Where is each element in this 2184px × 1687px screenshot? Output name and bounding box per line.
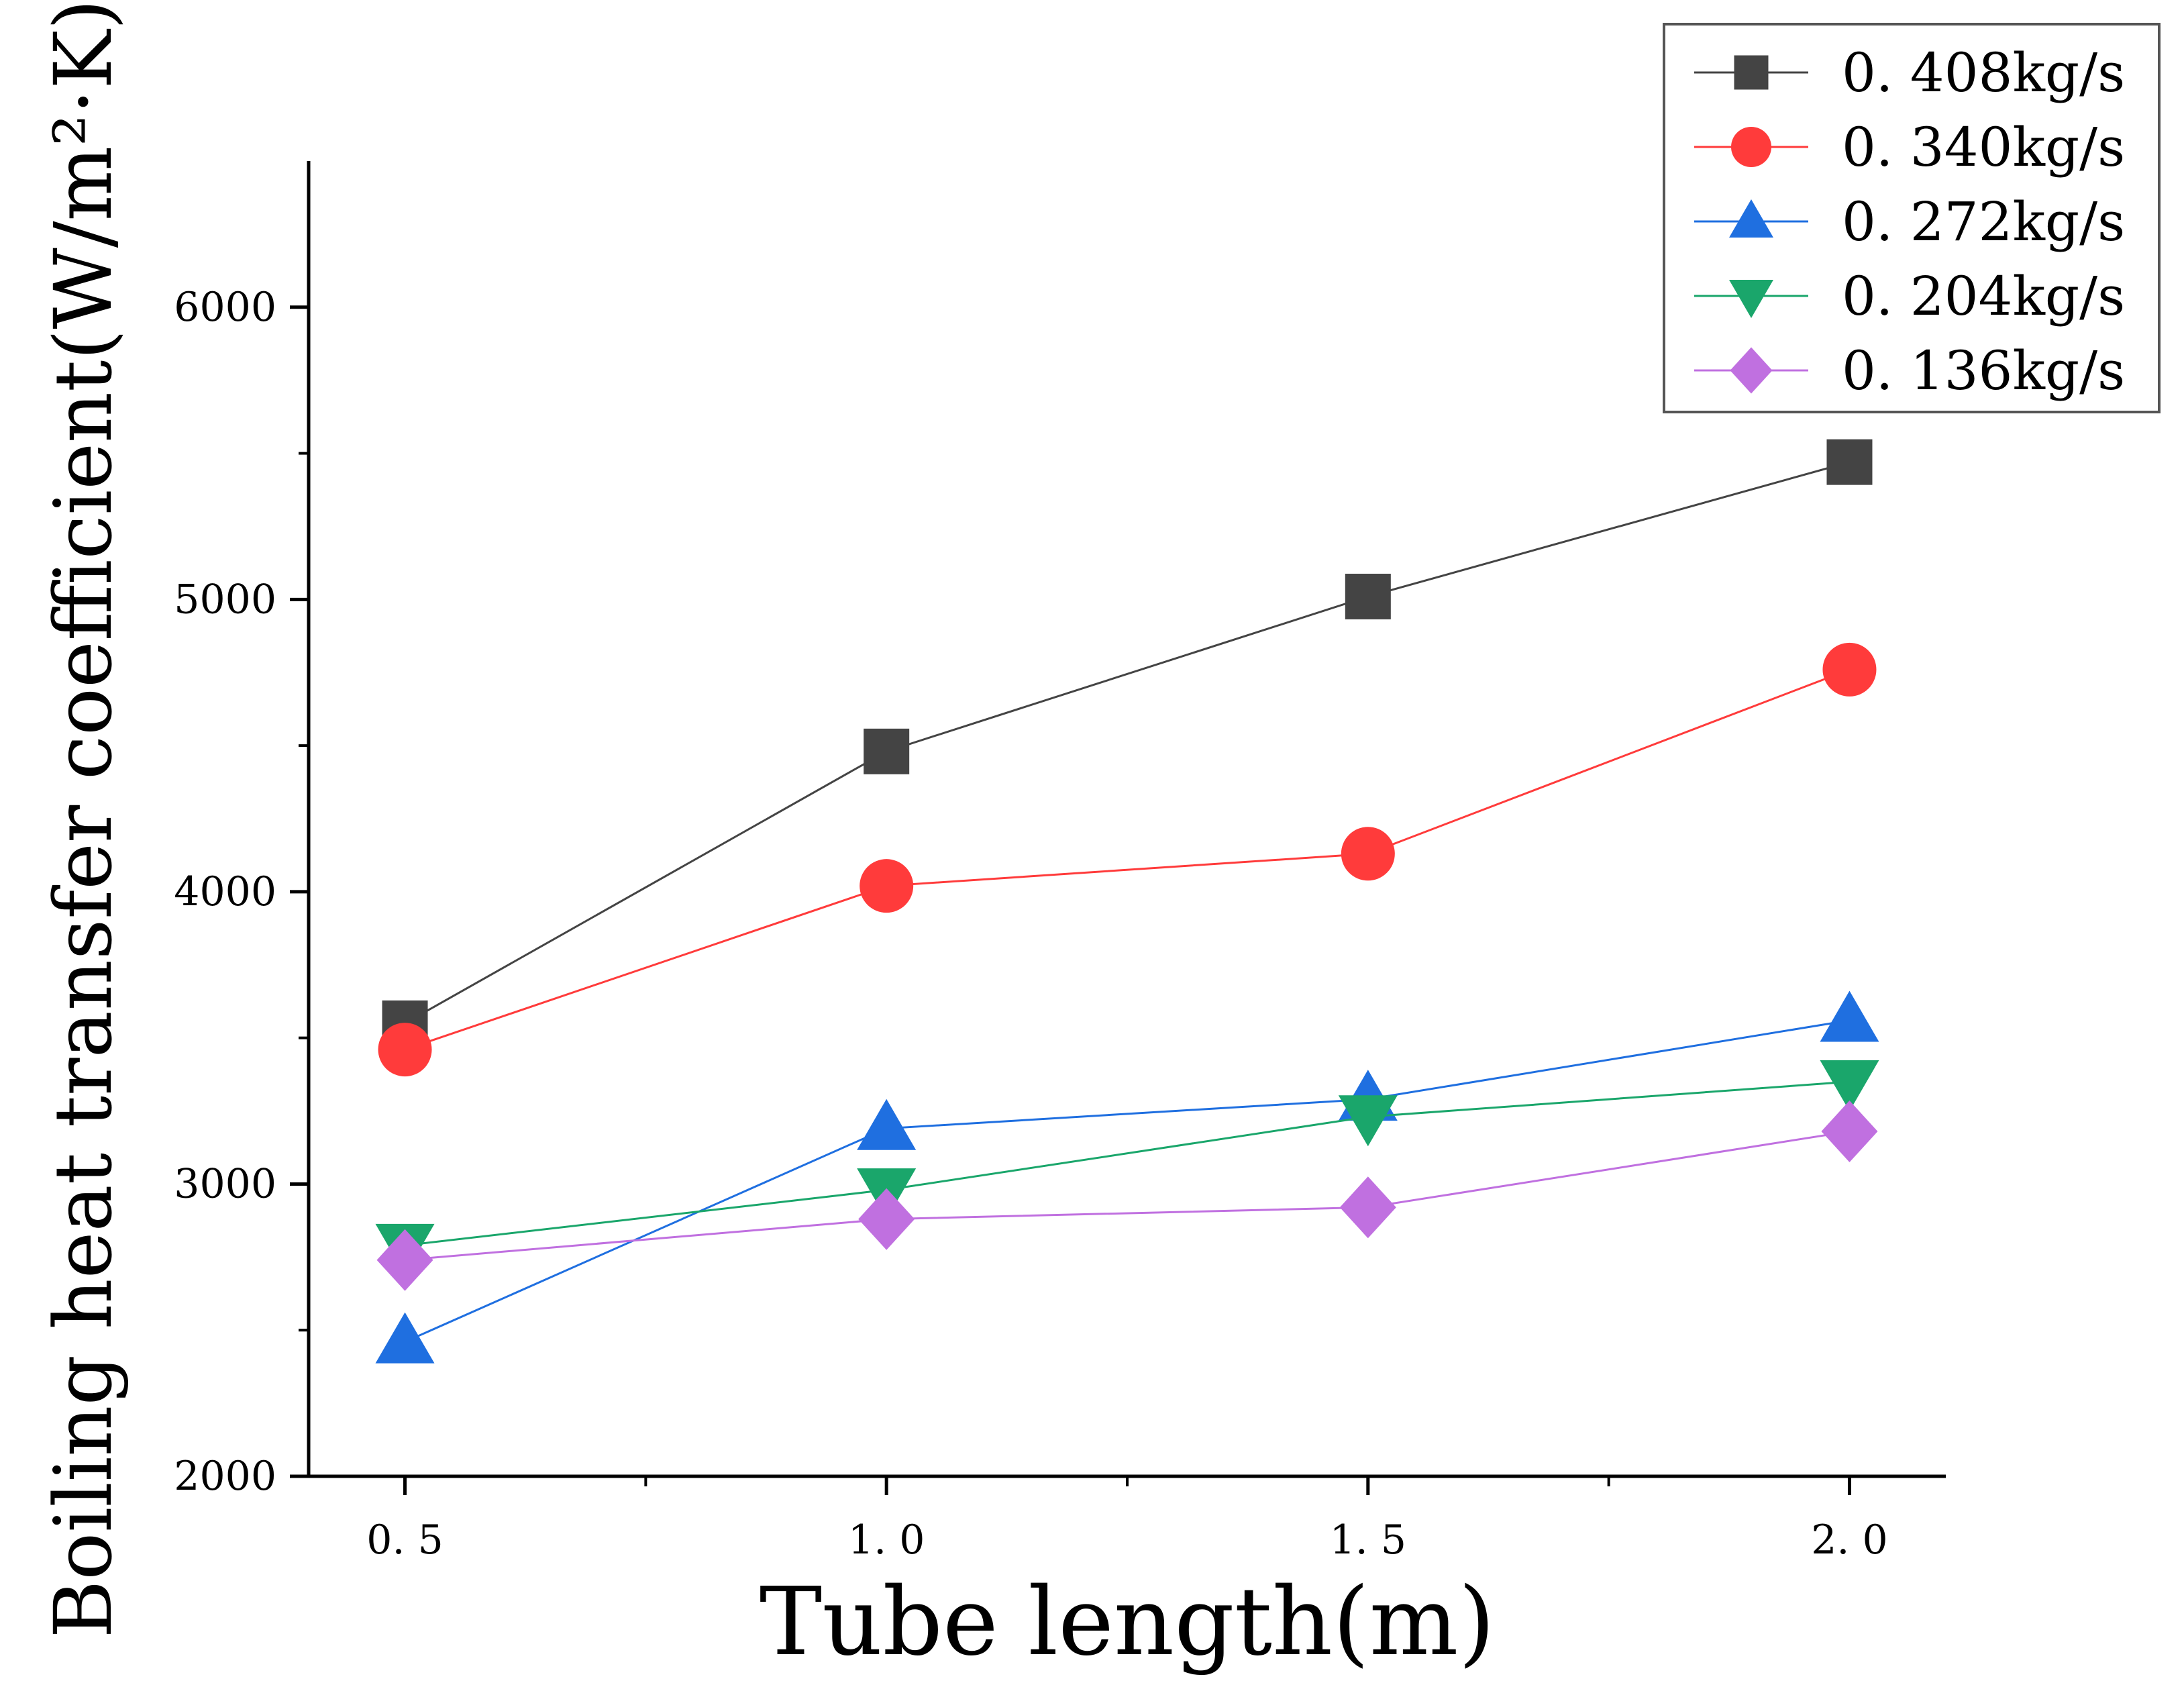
data-point <box>860 859 914 913</box>
series-line <box>405 1080 1850 1247</box>
legend-label: 0. 136kg/s <box>1842 340 2125 402</box>
x-tick-label: 2. 0 <box>1811 1517 1888 1564</box>
series-line <box>405 668 1851 1051</box>
legend-label: 0. 204kg/s <box>1842 265 2125 327</box>
data-point <box>1820 1060 1879 1111</box>
data-point <box>858 1188 915 1250</box>
x-axis-title: Tube length(m) <box>760 1568 1495 1677</box>
x-tick-label: 1. 5 <box>1330 1517 1407 1564</box>
legend: 0. 408kg/s 0. 340kg/s 0. 272kg/s 0. 204kg/s… <box>1663 23 2161 413</box>
data-point <box>1821 1101 1878 1163</box>
y-tick-label: 6000 <box>174 284 276 331</box>
data-point <box>857 1098 917 1150</box>
y-tick-label: 4000 <box>174 868 276 915</box>
series-line <box>405 1130 1850 1262</box>
data-point <box>1339 1176 1396 1239</box>
data-point <box>864 728 910 774</box>
legend-marker <box>1734 55 1769 90</box>
legend-marker <box>1729 280 1773 318</box>
data-point <box>1345 573 1391 619</box>
data-point <box>1826 439 1873 485</box>
series-1 <box>378 642 1877 1077</box>
data-point <box>1822 642 1877 697</box>
legend-marker <box>1731 127 1771 167</box>
series-line <box>404 461 1850 1025</box>
data-point <box>1338 1095 1398 1147</box>
legend-marker <box>1729 199 1773 238</box>
x-tick-label: 0. 5 <box>366 1517 444 1564</box>
data-point <box>376 1229 433 1291</box>
y-axis-title: Boiling heat transfer coefficient(W/m²·K… <box>37 0 129 1638</box>
series-0 <box>382 439 1873 1046</box>
series-line <box>404 1019 1850 1343</box>
series-layer <box>375 439 1879 1364</box>
y-tick-label: 3000 <box>174 1160 276 1207</box>
data-point <box>1341 827 1395 881</box>
legend-label: 0. 340kg/s <box>1842 116 2125 178</box>
series-4 <box>376 1101 1878 1291</box>
x-tick-label: 1. 0 <box>848 1517 925 1564</box>
legend-label: 0. 272kg/s <box>1842 191 2125 253</box>
y-tick-label: 5000 <box>174 576 276 623</box>
y-tick-label: 2000 <box>174 1453 276 1500</box>
data-point <box>375 1312 435 1364</box>
legend-label: 0. 408kg/s <box>1842 42 2125 104</box>
data-point <box>1820 990 1879 1042</box>
data-point <box>378 1023 432 1077</box>
series-2 <box>375 990 1879 1364</box>
legend-marker <box>1730 347 1773 394</box>
axes: 2000 3000 4000 5000 6000 0. 5 1. 0 1. 5 2. 0 <box>174 161 1946 1564</box>
